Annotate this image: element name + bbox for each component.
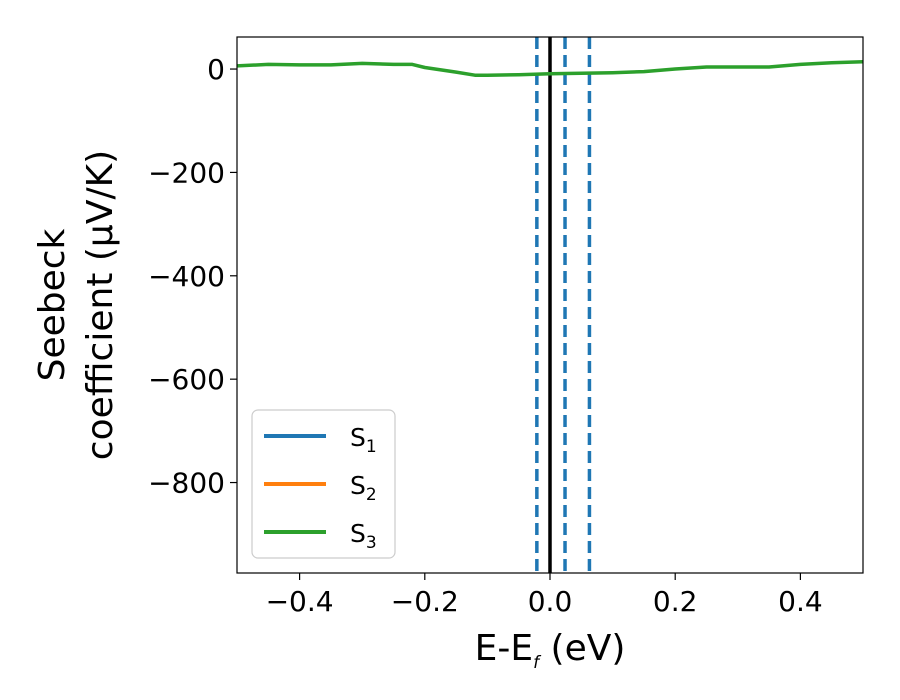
x-axis-label: E-Ef (eV) [475, 628, 626, 673]
plot-lines [236, 37, 864, 573]
y-tick-label: −400 [148, 260, 225, 293]
y-tick-label: −600 [148, 363, 225, 396]
y-axis-label-line2: coefficient (μV/K) [80, 150, 121, 460]
series-line-3 [236, 60, 864, 77]
x-tick-label: −0.4 [266, 585, 334, 618]
x-tick-label: 0.0 [528, 585, 573, 618]
legend-label-3: S3 [350, 519, 377, 553]
x-axis-label-unit: (eV) [539, 628, 625, 669]
x-axis-label-subscript: f [533, 653, 542, 673]
y-axis-label: Seebeck coefficient (μV/K) [32, 150, 121, 460]
y-axis-label-line1: Seebeck [32, 228, 73, 381]
x-axis-label-main: E-E [475, 628, 533, 669]
legend: S1 S2 S3 [251, 409, 396, 559]
x-tick-label: −0.2 [391, 585, 459, 618]
y-tick-label: −800 [148, 467, 225, 500]
y-tick-label: −200 [148, 156, 225, 189]
x-tick-label: 0.4 [778, 585, 823, 618]
y-tick-label: 0 [207, 53, 225, 86]
axis-ticks: −0.4 −0.2 0.0 0.2 0.4 0 −200 −400 −600 −800 [148, 53, 823, 618]
legend-label-1: S1 [350, 423, 377, 457]
legend-label-2: S2 [350, 471, 377, 505]
x-tick-label: 0.2 [653, 585, 698, 618]
